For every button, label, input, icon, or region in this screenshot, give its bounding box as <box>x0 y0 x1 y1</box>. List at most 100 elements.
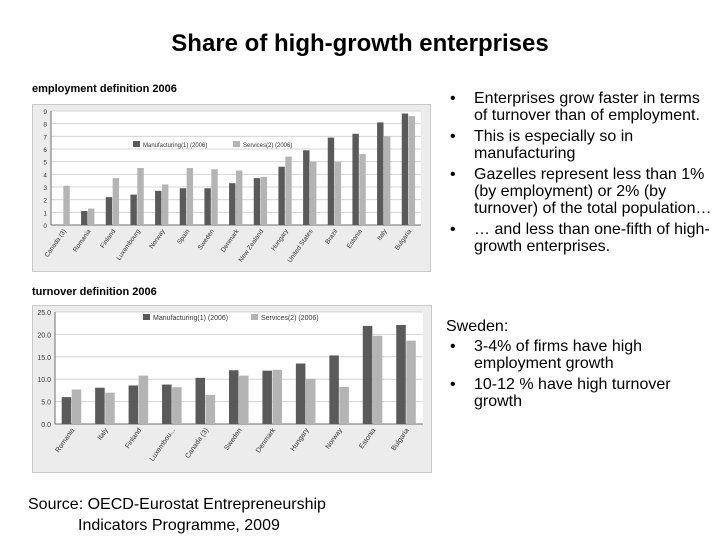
y-tick-label: 8 <box>43 122 47 129</box>
bar-services <box>162 184 169 225</box>
bar-manufacturing <box>352 133 359 225</box>
x-category-label: Estonia <box>358 427 377 450</box>
sweden-text: 10-12 % have high turnover growth <box>474 376 671 410</box>
chart1-panel: 0 1 2 3 4 5 6 7 8 9 Canada (3) Romania Finland Luxemb… <box>32 104 431 272</box>
bar-manufacturing <box>128 385 139 424</box>
finding-item: • This is especially so in manufacturing <box>446 128 716 162</box>
bullet-glyph: • <box>450 128 456 145</box>
bar-services <box>211 169 218 225</box>
bar-manufacturing <box>262 370 272 424</box>
bar-services <box>359 154 366 225</box>
x-category-label: Brazil <box>324 228 339 246</box>
finding-item: • Gazelles represent less than 1% (by emp… <box>446 166 716 217</box>
x-category-label: Finland <box>124 427 143 450</box>
bar-services <box>138 375 149 424</box>
y-tick-label: 15.0 <box>37 355 51 362</box>
chart2-title: turnover definition 2006 <box>32 286 157 298</box>
y-tick-label: 0 <box>43 223 47 230</box>
sweden-item: • 10-12 % have high turnover growth <box>446 376 716 410</box>
finding-text: Gazelles represent less than 1% (by empl… <box>474 166 712 217</box>
x-category-label: Romania <box>72 228 93 254</box>
bar-manufacturing <box>253 178 261 225</box>
bar-manufacturing <box>179 188 187 225</box>
y-tick-label: 3 <box>43 185 47 192</box>
x-category-label: New Zealand <box>238 228 266 264</box>
legend-swatch <box>233 141 240 147</box>
bar-manufacturing <box>130 194 137 225</box>
sweden-item: • 3-4% of firms have high employment grow… <box>446 338 716 372</box>
bar-services <box>172 387 182 424</box>
bar-manufacturing <box>295 363 306 424</box>
legend-label: Manufacturing(1) (2006) <box>143 143 207 149</box>
x-category-label: Denmark <box>255 427 277 455</box>
bar-manufacturing <box>362 325 373 424</box>
bar-manufacturing <box>162 384 172 424</box>
bar-manufacturing <box>303 150 310 225</box>
source-note: Source: OECD-Eurostat Entrepreneurship I… <box>28 494 368 536</box>
legend-label: Services(2) (2006) <box>243 143 292 149</box>
bullet-glyph: • <box>450 221 456 238</box>
finding-text: Enterprises grow faster in terms of turn… <box>474 90 700 124</box>
bar-services <box>205 394 216 424</box>
x-category-label: Norway <box>148 228 167 251</box>
y-tick-label: 10.0 <box>37 377 51 384</box>
bar-manufacturing <box>81 211 88 225</box>
x-category-label: Sweden <box>197 228 216 252</box>
legend-label: Manufacturing(1) (2006) <box>153 315 228 322</box>
bar-manufacturing <box>228 370 239 424</box>
legend-swatch <box>133 141 140 147</box>
bar-manufacturing <box>396 324 406 424</box>
bar-manufacturing <box>204 188 211 225</box>
x-category-label: Spain <box>176 228 191 246</box>
bar-services <box>334 161 342 225</box>
x-category-label: Bulgaria <box>390 427 411 452</box>
x-category-label: Denmark <box>220 228 241 254</box>
bar-services <box>339 386 349 424</box>
chart1-title: employment definition 2006 <box>32 83 177 95</box>
legend-swatch <box>251 314 258 320</box>
finding-text: … and less than one-fifth of high-growth… <box>474 221 710 255</box>
employment-chart: 0 1 2 3 4 5 6 7 8 9 Canada (3) Romania FinlandLuxemb… <box>43 109 421 264</box>
x-category-label: Italy <box>376 228 389 242</box>
x-category-label: Bulgaria <box>394 228 414 252</box>
y-tick-label: 2 <box>43 198 47 205</box>
x-category-label: Sweden <box>223 427 243 452</box>
bar-services <box>88 208 95 225</box>
y-tick-label: 5.0 <box>41 400 51 407</box>
source-line-1: Source: OECD-Eurostat Entrepreneurship <box>28 496 326 513</box>
bar-manufacturing <box>329 355 339 424</box>
y-tick-label: 1 <box>43 210 47 217</box>
legend-label: Services(2) (2006) <box>261 315 319 322</box>
bar-services <box>372 335 383 424</box>
bar-manufacturing <box>195 377 206 424</box>
bullet-glyph: • <box>450 338 456 355</box>
sweden-text: 3-4% of firms have high employment growt… <box>474 338 643 372</box>
x-category-label: Italy <box>97 427 110 442</box>
legend-swatch <box>143 314 150 320</box>
bar-services <box>63 185 70 225</box>
bar-services <box>186 168 194 225</box>
bar-services <box>239 375 249 424</box>
bar-services <box>272 369 282 424</box>
bullet-glyph: • <box>450 90 456 107</box>
bullet-glyph: • <box>450 166 456 183</box>
finding-text: This is especially so in manufacturing <box>474 128 634 162</box>
bar-manufacturing <box>401 113 409 225</box>
bar-manufacturing <box>105 197 113 225</box>
bar-manufacturing <box>95 387 105 424</box>
x-category-label: Norway <box>325 427 345 451</box>
y-tick-label: 20.0 <box>37 332 51 339</box>
x-category-label: Canada (3) <box>184 427 210 460</box>
findings-list: • Enterprises grow faster in terms of tur… <box>446 90 716 259</box>
finding-item: • Enterprises grow faster in terms of tur… <box>446 90 716 124</box>
y-tick-label: 4 <box>43 172 47 179</box>
bar-services <box>105 392 115 424</box>
bar-services <box>71 389 82 424</box>
bar-services <box>285 156 292 225</box>
bar-services <box>408 116 416 225</box>
bar-services <box>112 178 120 225</box>
bar-services <box>137 168 144 225</box>
finding-item: • … and less than one-fifth of high-growt… <box>446 221 716 255</box>
sweden-heading: Sweden: <box>446 318 509 335</box>
y-tick-label: 9 <box>43 109 47 116</box>
